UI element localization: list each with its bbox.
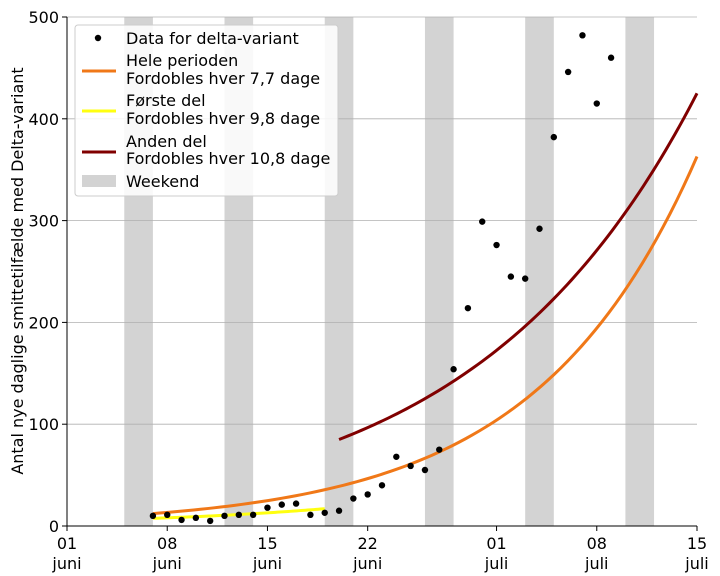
axes	[66, 17, 697, 527]
data-point-1	[164, 511, 171, 519]
data-point-5	[221, 512, 228, 520]
y-tick-label-100: 100	[28, 415, 59, 434]
x-tick-day-1: 08	[157, 534, 177, 553]
data-point-16	[378, 482, 386, 489]
x-tick-month-6: juli	[684, 554, 708, 573]
x-ticks: 01juni08juni15juni22juni01juli08juli15ju…	[51, 526, 709, 573]
x-tick-month-1: juni	[152, 554, 182, 573]
data-point-27	[536, 225, 543, 232]
legend-sublabel-anden: Fordobles hver 10,8 dage	[126, 149, 330, 168]
data-point-19	[421, 466, 429, 474]
legend-label-forste: Første del	[126, 91, 206, 110]
x-tick-day-3: 22	[358, 534, 378, 553]
data-point-17	[393, 453, 400, 460]
x-tick-month-0: juni	[51, 554, 81, 573]
data-point-6	[235, 511, 243, 519]
data-point-11	[307, 511, 314, 519]
x-tick-month-5: juli	[584, 554, 608, 573]
data-point-10	[292, 500, 300, 507]
legend-sublabel-forste: Fordobles hver 9,8 dage	[126, 109, 320, 128]
legend-label-anden: Anden del	[126, 132, 207, 151]
legend-sublabel-hele: Fordobles hver 7,7 dage	[126, 69, 320, 88]
legend-marker-data	[94, 34, 102, 42]
fit-line-2	[338, 92, 699, 441]
legend-box	[74, 24, 339, 197]
data-point-18	[407, 462, 414, 470]
y-tick-label-500: 500	[28, 8, 59, 27]
data-point-15	[364, 491, 371, 498]
fit-line-0	[152, 155, 699, 516]
weekend-band-4	[525, 17, 554, 526]
y-axis-title: Antal nye daglige smittetilfælde med Del…	[8, 67, 27, 474]
data-point-0	[149, 512, 157, 520]
x-tick-day-2: 15	[257, 534, 277, 553]
data-point-22	[464, 304, 472, 312]
data-point-3	[192, 514, 200, 522]
legend-label-data: Data for delta-variant	[126, 29, 299, 48]
y-tick-label-200: 200	[28, 313, 59, 332]
data-point-8	[264, 504, 271, 511]
data-point-30	[579, 32, 586, 39]
weekend-band-5	[625, 17, 655, 526]
x-tick-month-3: juni	[352, 554, 382, 573]
x-tick-day-6: 15	[687, 534, 707, 553]
data-point-31	[593, 100, 600, 107]
data-point-2	[178, 516, 185, 524]
legend: Data for delta-variant Hele perioden For…	[74, 24, 339, 197]
data-point-21	[450, 366, 457, 373]
y-ticks: 0 100 200 300 400 500	[28, 8, 67, 536]
x-tick-month-2: juni	[252, 554, 282, 573]
weekend-band-3	[424, 17, 454, 526]
data-point-9	[278, 501, 285, 508]
y-tick-label-300: 300	[28, 212, 59, 231]
data-point-25	[507, 273, 515, 280]
x-tick-month-4: juli	[484, 554, 508, 573]
legend-label-hele: Hele perioden	[126, 51, 238, 70]
data-point-14	[350, 495, 357, 502]
legend-swatch-weekend	[82, 175, 116, 187]
data-point-32	[607, 54, 615, 61]
x-tick-day-0: 01	[57, 534, 77, 553]
data-point-20	[436, 446, 443, 453]
y-tick-label-0: 0	[49, 517, 59, 536]
data-point-12	[321, 509, 328, 516]
data-point-4	[206, 517, 214, 525]
legend-label-weekend: Weekend	[126, 172, 199, 191]
data-point-28	[550, 133, 558, 141]
data-point-13	[335, 507, 343, 514]
x-tick-day-4: 01	[486, 534, 506, 553]
data-point-24	[493, 241, 500, 249]
data-point-29	[564, 68, 572, 76]
x-tick-day-5: 08	[587, 534, 607, 553]
data-point-23	[479, 218, 486, 225]
data-point-26	[521, 275, 529, 282]
y-tick-label-400: 400	[28, 110, 59, 129]
data-points	[149, 32, 615, 525]
data-point-7	[249, 511, 257, 519]
